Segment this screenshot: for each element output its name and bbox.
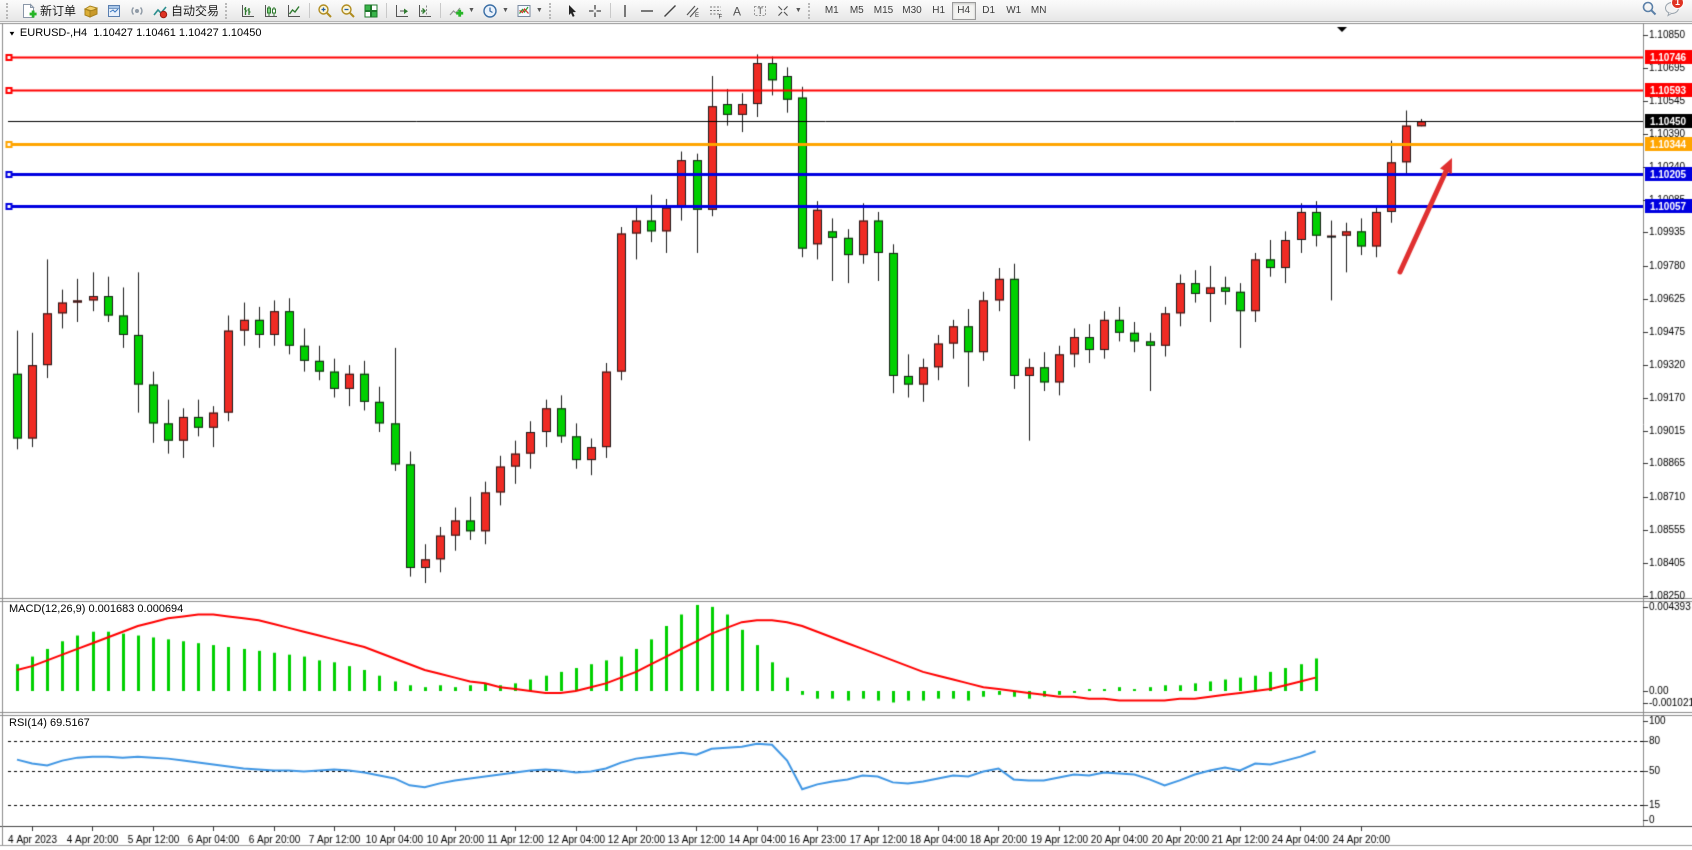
zoom-out-button[interactable]: [337, 1, 359, 21]
trendline-icon: [662, 3, 678, 19]
channel-icon: E: [685, 3, 701, 19]
svg-text:E: E: [695, 13, 699, 19]
macd-panel-label: MACD(12,26,9) 0.001683 0.000694: [9, 603, 184, 615]
dropdown-arrow-icon: ▼: [501, 7, 509, 14]
toolbar-grip[interactable]: [6, 2, 13, 19]
text-label-icon: T: [752, 3, 768, 19]
market-watch-button[interactable]: [80, 1, 102, 21]
timeframe-group: M1 M5 M15 M30 H1 H4 D1 W1 MN: [820, 1, 1051, 20]
signals-icon: [129, 3, 145, 19]
dropdown-arrow-icon: ▼: [535, 7, 543, 14]
auto-scroll-icon: [394, 3, 410, 19]
vertical-line-icon: [618, 3, 632, 19]
symbol-dropdown-icon[interactable]: ▼: [8, 29, 16, 38]
rsi-panel-label: RSI(14) 69.5167: [9, 717, 90, 729]
notifications-button[interactable]: 1: [1664, 0, 1684, 22]
candlestick-icon: [263, 3, 279, 19]
ohlc-values: 1.10427 1.10461 1.10427 1.10450: [93, 27, 262, 39]
auto-trading-label: 自动交易: [171, 4, 220, 18]
dropdown-arrow-icon: ▼: [794, 7, 802, 14]
chart-title[interactable]: ▼ EURUSD-,H4 1.10427 1.10461 1.10427 1.10…: [8, 27, 262, 39]
toolbar-grip[interactable]: [807, 2, 815, 19]
text-label-button[interactable]: T: [749, 1, 771, 21]
cursor-button[interactable]: [561, 1, 583, 21]
zoom-in-button[interactable]: [314, 1, 336, 21]
cursor-icon: [564, 3, 580, 19]
indicators-icon: [448, 3, 464, 19]
chart-canvas[interactable]: [0, 22, 1692, 850]
svg-text:F: F: [718, 14, 722, 19]
notification-badge: 1: [1671, 0, 1684, 9]
data-window-icon: [106, 3, 122, 19]
new-order-button[interactable]: 新订单: [18, 1, 79, 21]
bar-chart-icon: [240, 3, 256, 19]
fibonacci-icon: F: [708, 3, 724, 19]
crosshair-button[interactable]: [584, 1, 606, 21]
timeframe-M30[interactable]: M30: [898, 2, 925, 20]
text-button[interactable]: A: [728, 1, 748, 21]
auto-trading-icon: [152, 3, 168, 19]
clock-icon: [482, 3, 498, 19]
new-order-label: 新订单: [40, 4, 77, 18]
channel-button[interactable]: E: [682, 1, 704, 21]
bar-chart-button[interactable]: [237, 1, 259, 21]
chart-shift-icon: [417, 3, 433, 19]
svg-text:T: T: [757, 6, 763, 16]
line-chart-icon: [286, 3, 302, 19]
timeframe-M15[interactable]: M15: [870, 2, 897, 20]
templates-button[interactable]: ▼: [513, 1, 546, 21]
signals-button[interactable]: [126, 1, 148, 21]
text-icon: A: [731, 3, 745, 19]
timeframe-D1[interactable]: D1: [977, 2, 1001, 20]
svg-text:A: A: [733, 4, 741, 18]
symbol-period-label: EURUSD-,H4: [19, 27, 88, 39]
arrows-icon: [775, 3, 791, 19]
toolbar-grip[interactable]: [225, 2, 232, 19]
toolbar: 新订单 自动交易 ▼ ▼ ▼ E F A T ▼ M1 M5 M15 M30 H1 H4 D…: [0, 0, 1692, 22]
timeframe-M1[interactable]: M1: [820, 2, 844, 20]
horizontal-line-icon: [639, 3, 655, 19]
candlestick-button[interactable]: [260, 1, 282, 21]
vertical-line-button[interactable]: [615, 1, 635, 21]
tile-windows-button[interactable]: [360, 1, 382, 21]
line-chart-button[interactable]: [283, 1, 305, 21]
timeframe-H1[interactable]: H1: [927, 2, 951, 20]
horizontal-line-button[interactable]: [636, 1, 658, 21]
toolbar-grip[interactable]: [548, 2, 556, 19]
periods-button[interactable]: ▼: [479, 1, 512, 21]
timeframe-W1[interactable]: W1: [1002, 2, 1026, 20]
zoom-in-icon: [317, 3, 333, 19]
auto-trading-button[interactable]: 自动交易: [149, 1, 222, 21]
trendline-button[interactable]: [659, 1, 681, 21]
template-icon: [516, 3, 532, 19]
tile-windows-icon: [363, 3, 379, 19]
indicators-button[interactable]: ▼: [445, 1, 478, 21]
new-order-icon: [21, 2, 37, 19]
timeframe-MN[interactable]: MN: [1027, 2, 1051, 20]
search-icon[interactable]: [1641, 0, 1658, 22]
chart-shift-button[interactable]: [414, 1, 436, 21]
timeframe-H4[interactable]: H4: [951, 1, 976, 20]
crosshair-icon: [587, 3, 603, 19]
zoom-out-icon: [340, 3, 356, 19]
timeframe-M5[interactable]: M5: [845, 2, 869, 20]
arrows-button[interactable]: ▼: [772, 1, 805, 21]
market-watch-icon: [83, 3, 99, 19]
dropdown-arrow-icon: ▼: [468, 7, 475, 14]
data-window-button[interactable]: [103, 1, 125, 21]
fibonacci-button[interactable]: F: [705, 1, 727, 21]
auto-scroll-button[interactable]: [391, 1, 413, 21]
chart-window: ▼ EURUSD-,H4 1.10427 1.10461 1.10427 1.10…: [0, 22, 1692, 850]
